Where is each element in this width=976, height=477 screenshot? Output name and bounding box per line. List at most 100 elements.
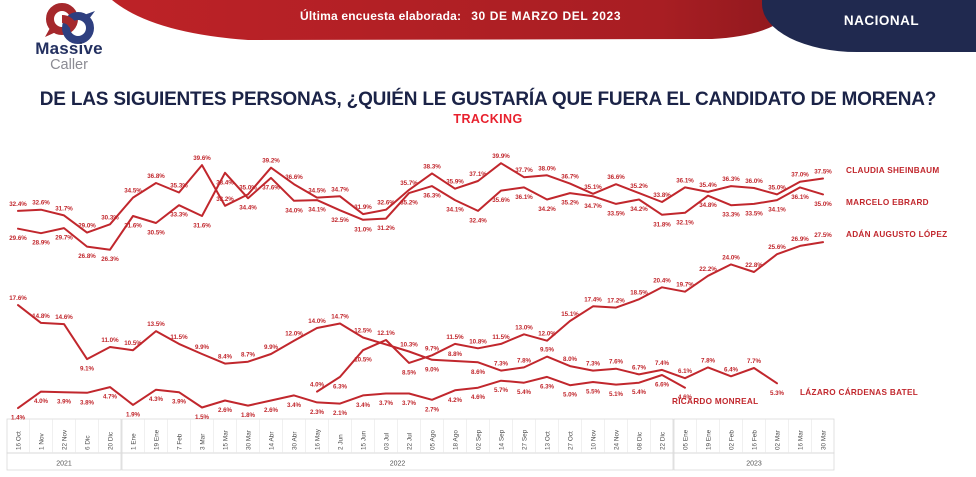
data-label-marcelo-ebrard: 29.7% <box>55 235 73 242</box>
data-label-ricardo-monreal: 3.7% <box>379 400 394 407</box>
data-label-claudia-sheinbaum: 32.6% <box>377 200 395 207</box>
data-label-adan-augusto-lopez: 12.1% <box>377 330 395 337</box>
data-label-lazaro-cardenas-batel: 8.0% <box>563 356 578 363</box>
data-label-claudia-sheinbaum: 32.6% <box>32 200 50 207</box>
axis-date-label: 13 Oct <box>544 431 551 450</box>
last-survey-banner: Última encuesta elaborada: 30 DE MARZO DE… <box>300 9 621 23</box>
data-label-lazaro-cardenas-batel: 14.0% <box>308 318 326 325</box>
data-label-lazaro-cardenas-batel: 5.3% <box>770 390 785 397</box>
data-label-marcelo-ebrard: 34.2% <box>538 206 556 213</box>
data-label-lazaro-cardenas-batel: 12.5% <box>354 328 372 335</box>
data-label-lazaro-cardenas-batel: 9.0% <box>425 366 440 373</box>
data-label-lazaro-cardenas-batel: 13.5% <box>147 321 165 328</box>
axis-date-label: 19 Ene <box>705 429 712 450</box>
axis-date-label: 30 Mar <box>245 429 252 450</box>
data-label-claudia-sheinbaum: 35.3% <box>170 183 188 190</box>
data-label-lazaro-cardenas-batel: 11.5% <box>170 334 188 341</box>
data-label-ricardo-monreal: 3.9% <box>57 399 72 406</box>
data-label-lazaro-cardenas-batel: 7.3% <box>586 361 601 368</box>
massive-caller-logo: Massive Caller <box>14 2 124 80</box>
data-label-marcelo-ebrard: 26.3% <box>101 256 119 263</box>
axis-date-label: 10 Nov <box>590 429 597 450</box>
data-label-adan-augusto-lopez: 10.8% <box>469 338 487 345</box>
data-label-lazaro-cardenas-batel: 7.8% <box>517 357 532 364</box>
data-label-marcelo-ebrard: 34.7% <box>584 203 602 210</box>
data-label-ricardo-monreal: 5.1% <box>609 391 624 398</box>
data-label-adan-augusto-lopez: 8.5% <box>402 369 417 376</box>
data-label-claudia-sheinbaum: 37.0% <box>791 172 809 179</box>
legend-ricardo-monreal: RICARDO MONREAL <box>672 397 759 406</box>
data-label-adan-augusto-lopez: 18.5% <box>630 289 648 296</box>
series-line-lazaro-cardenas-batel <box>17 304 778 385</box>
data-label-marcelo-ebrard: 26.8% <box>78 253 96 260</box>
axis-date-label: 08 Dic <box>636 431 643 450</box>
data-label-lazaro-cardenas-batel: 14.6% <box>55 314 73 321</box>
data-label-claudia-sheinbaum: 35.7% <box>400 180 418 187</box>
data-label-adan-augusto-lopez: 6.3% <box>333 383 348 390</box>
axis-date-label: 15 Jun <box>360 430 367 450</box>
axis-date-label: 6 Dic <box>84 435 91 450</box>
data-label-marcelo-ebrard: 34.0% <box>285 207 303 214</box>
data-label-marcelo-ebrard: 32.4% <box>469 217 487 224</box>
data-label-lazaro-cardenas-batel: 7.6% <box>609 359 624 366</box>
axis-date-label: 2 Jun <box>337 434 344 450</box>
logo-wordmark-massive: Massive <box>35 39 103 58</box>
data-label-adan-augusto-lopez: 24.0% <box>722 254 740 261</box>
data-label-lazaro-cardenas-batel: 12.0% <box>285 331 303 338</box>
data-label-lazaro-cardenas-batel: 14.7% <box>331 314 349 321</box>
axis-date-label: 16 Oct <box>15 431 22 450</box>
logo-wordmark-caller: Caller <box>50 57 88 73</box>
axis-date-label: 05 Ago <box>429 430 436 450</box>
axis-date-label: 19 Ene <box>153 429 160 450</box>
axis-date-label: 27 Sep <box>521 429 528 450</box>
data-label-adan-augusto-lopez: 10.5% <box>354 357 372 364</box>
data-label-claudia-sheinbaum: 32.4% <box>9 201 27 208</box>
data-label-marcelo-ebrard: 35.0% <box>814 201 832 208</box>
data-label-claudia-sheinbaum: 38.3% <box>423 163 441 170</box>
axis-year-box <box>673 452 835 471</box>
axis-date-label: 16 Mar <box>797 429 804 450</box>
data-label-lazaro-cardenas-batel: 10.3% <box>400 342 418 349</box>
data-label-marcelo-ebrard: 34.8% <box>699 202 717 209</box>
axis-date-label: 14 Sep <box>498 429 505 450</box>
data-label-marcelo-ebrard: 34.4% <box>239 205 257 212</box>
data-label-claudia-sheinbaum: 33.2% <box>216 196 234 203</box>
data-label-ricardo-monreal: 5.4% <box>632 389 647 396</box>
axis-date-label: 02 Mar <box>774 429 781 450</box>
axis-date-label: 22 Dic <box>659 431 666 450</box>
data-label-lazaro-cardenas-batel: 8.8% <box>448 351 463 358</box>
data-label-claudia-sheinbaum: 35.0% <box>768 184 786 191</box>
data-label-adan-augusto-lopez: 22.8% <box>745 262 763 269</box>
data-label-ricardo-monreal: 3.7% <box>402 400 417 407</box>
axis-date-label: 7 Feb <box>176 433 183 450</box>
axis-year-box <box>6 452 122 471</box>
data-label-ricardo-monreal: 2.1% <box>333 410 348 417</box>
region-badge-label: NACIONAL <box>843 13 920 28</box>
data-label-ricardo-monreal: 1.5% <box>195 414 210 421</box>
data-label-marcelo-ebrard: 34.1% <box>446 207 464 214</box>
data-label-lazaro-cardenas-batel: 9.9% <box>264 344 279 351</box>
data-label-ricardo-monreal: 5.5% <box>586 389 601 396</box>
data-label-lazaro-cardenas-batel: 6.7% <box>632 364 647 371</box>
axis-year-label: 2021 <box>56 461 72 468</box>
data-label-ricardo-monreal: 3.4% <box>287 402 302 409</box>
last-survey-label: Última encuesta elaborada: <box>300 9 462 23</box>
data-label-lazaro-cardenas-batel: 14.8% <box>32 313 50 320</box>
series-line-ricardo-monreal <box>17 374 686 410</box>
data-label-marcelo-ebrard: 35.2% <box>561 200 579 207</box>
data-label-claudia-sheinbaum: 35.4% <box>699 182 717 189</box>
data-label-marcelo-ebrard: 36.1% <box>515 194 533 201</box>
data-label-ricardo-monreal: 3.8% <box>80 399 95 406</box>
data-label-claudia-sheinbaum: 30.3% <box>101 214 119 221</box>
data-label-marcelo-ebrard: 33.3% <box>722 212 740 219</box>
data-label-claudia-sheinbaum: 31.7% <box>55 205 73 212</box>
data-label-adan-augusto-lopez: 27.5% <box>814 232 832 239</box>
data-label-marcelo-ebrard: 36.1% <box>791 194 809 201</box>
data-label-ricardo-monreal: 2.7% <box>425 406 440 413</box>
data-label-marcelo-ebrard: 31.2% <box>377 225 395 232</box>
data-label-claudia-sheinbaum: 35.1% <box>584 184 602 191</box>
data-label-ricardo-monreal: 6.3% <box>540 383 555 390</box>
axis-date-label: 1 Ene <box>130 433 137 450</box>
data-label-lazaro-cardenas-batel: 11.0% <box>101 337 119 344</box>
